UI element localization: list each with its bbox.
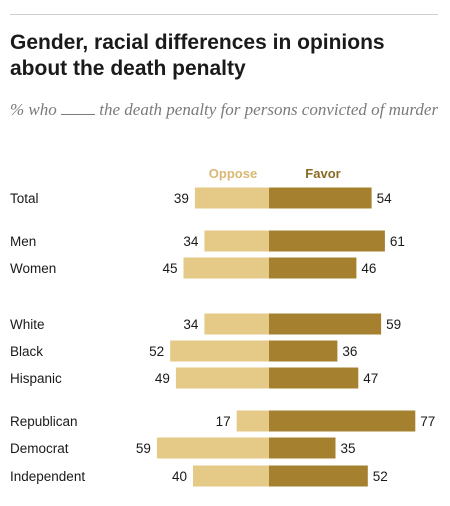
value-favor-women: 46 (361, 261, 376, 276)
value-oppose-black: 52 (149, 344, 164, 359)
subtitle-suffix: the death penalty for persons convicted … (95, 100, 439, 119)
bar-oppose-total (194, 187, 269, 209)
bar-favor-hispanic (269, 367, 359, 389)
value-favor-democrat: 35 (341, 441, 356, 456)
legend-favor: Favor (305, 166, 340, 181)
bar-oppose-women (183, 257, 269, 279)
value-oppose-white: 34 (183, 317, 199, 332)
chart-subtitle: % who the death penalty for persons conv… (10, 99, 440, 121)
bar-favor-black (269, 340, 338, 362)
category-label-independent: Independent (10, 469, 85, 484)
bar-favor-total (269, 187, 372, 209)
value-favor-men: 61 (390, 234, 405, 249)
category-label-democrat: Democrat (10, 441, 69, 456)
legend-oppose: Oppose (209, 166, 257, 181)
value-oppose-independent: 40 (172, 469, 187, 484)
category-label-black: Black (10, 344, 43, 359)
value-favor-hispanic: 47 (363, 371, 378, 386)
value-favor-black: 36 (342, 344, 357, 359)
bar-favor-independent (269, 465, 368, 487)
category-label-white: White (10, 317, 45, 332)
category-label-hispanic: Hispanic (10, 371, 62, 386)
bar-favor-democrat (269, 437, 336, 459)
bar-favor-republican (269, 410, 416, 432)
value-oppose-men: 34 (183, 234, 199, 249)
category-label-total: Total (10, 191, 39, 206)
bar-favor-women (269, 257, 357, 279)
bar-favor-white (269, 313, 382, 335)
value-oppose-republican: 17 (216, 414, 231, 429)
bar-oppose-republican (236, 410, 269, 432)
value-oppose-women: 45 (162, 261, 177, 276)
subtitle-blank (61, 100, 95, 115)
bar-oppose-men (204, 230, 269, 252)
value-favor-total: 54 (377, 191, 393, 206)
category-label-republican: Republican (10, 414, 78, 429)
value-favor-independent: 52 (373, 469, 388, 484)
category-label-men: Men (10, 234, 36, 249)
subtitle-prefix: % who (10, 100, 61, 119)
bar-oppose-white (204, 313, 269, 335)
category-label-women: Women (10, 261, 56, 276)
bar-oppose-black (170, 340, 269, 362)
value-favor-white: 59 (386, 317, 401, 332)
bar-oppose-independent (193, 465, 269, 487)
bar-favor-men (269, 230, 385, 252)
bar-oppose-hispanic (175, 367, 269, 389)
value-oppose-total: 39 (174, 191, 189, 206)
top-rule (10, 14, 438, 15)
chart-title: Gender, racial differences in opinions a… (10, 31, 385, 80)
value-oppose-democrat: 59 (136, 441, 151, 456)
bar-oppose-democrat (156, 437, 269, 459)
value-oppose-hispanic: 49 (155, 371, 170, 386)
value-favor-republican: 77 (420, 414, 435, 429)
